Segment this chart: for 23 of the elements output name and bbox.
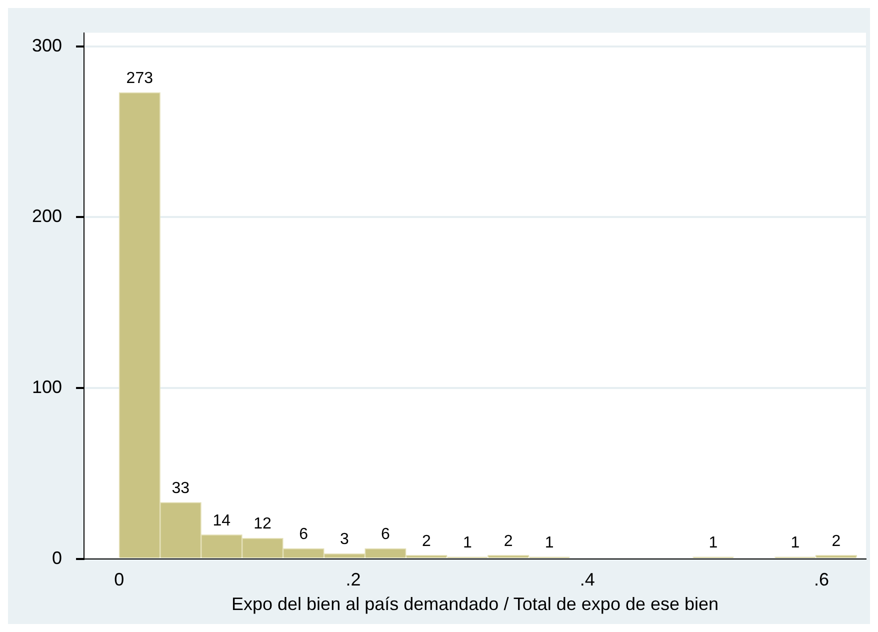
y-tick-label: 300	[32, 35, 62, 56]
x-tick-label: .4	[580, 570, 595, 590]
y-tick-label: 100	[32, 376, 62, 397]
data-label: 1	[544, 534, 554, 552]
data-label: 1	[708, 534, 718, 552]
y-tick-label: 0	[52, 548, 62, 568]
y-tick-label: 200	[32, 206, 62, 226]
x-tick-label: .2	[346, 570, 361, 590]
data-label: 1	[462, 534, 472, 552]
data-label: 3	[340, 531, 350, 548]
data-label: 33	[172, 480, 190, 497]
data-label: 6	[299, 526, 308, 543]
x-tick-label: .6	[814, 570, 830, 590]
data-label: 14	[212, 512, 231, 530]
x-tick-label: 0	[114, 570, 124, 590]
data-label: 6	[381, 526, 390, 543]
x-axis-title: Expo del bien al país demandado / Total de expo de ese bien	[232, 594, 719, 614]
data-label: 1	[790, 534, 800, 552]
data-label: 2	[504, 532, 513, 550]
data-label: 273	[126, 70, 154, 87]
data-label: 2	[832, 532, 841, 550]
data-label: 2	[422, 532, 431, 550]
data-label: 12	[254, 516, 272, 533]
